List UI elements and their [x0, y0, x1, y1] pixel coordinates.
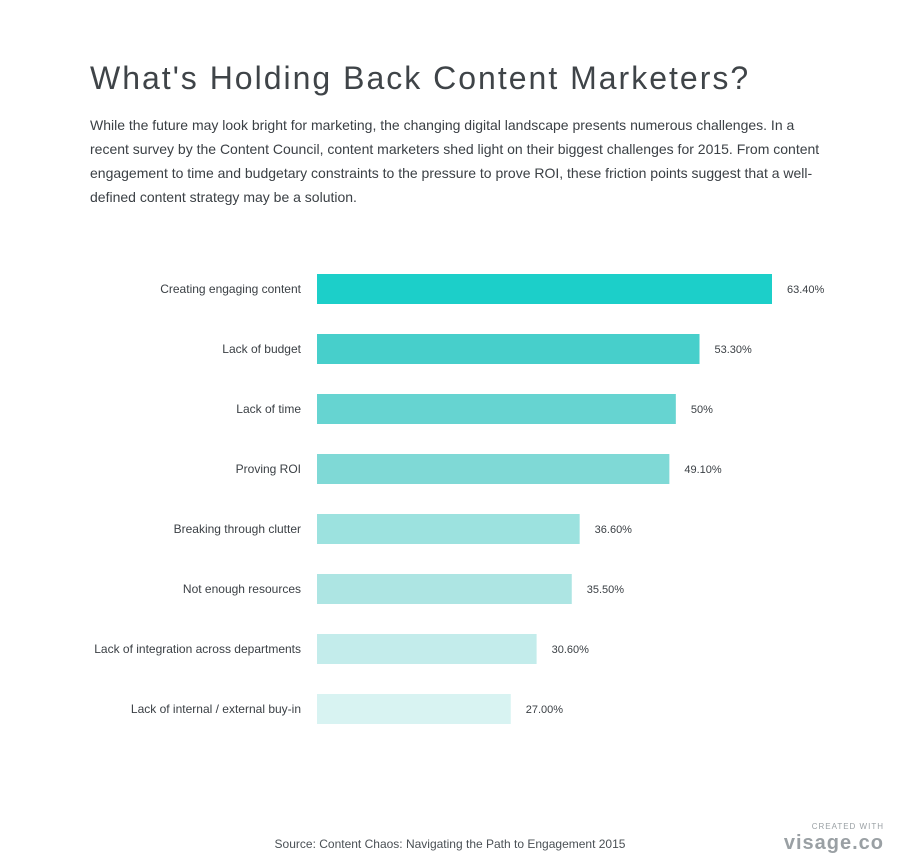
value-label: 53.30% [715, 344, 753, 356]
category-label: Lack of budget [222, 342, 301, 356]
bar [317, 574, 572, 604]
bar [317, 454, 670, 484]
bar [317, 334, 700, 364]
category-label: Lack of time [236, 402, 301, 416]
category-label: Lack of internal / external buy-in [131, 702, 301, 716]
value-label: 49.10% [684, 464, 722, 476]
chart-subtitle: While the future may look bright for mar… [90, 117, 820, 205]
bar [317, 394, 676, 424]
category-label: Breaking through clutter [174, 522, 301, 536]
bar [317, 514, 580, 544]
value-label: 35.50% [587, 584, 625, 596]
brand-name: visage.co [783, 832, 884, 854]
bar [317, 694, 511, 724]
value-label: 30.60% [552, 644, 590, 656]
brand-created-with: CREATED WITH [811, 822, 884, 831]
value-label: 50% [691, 404, 713, 416]
chart-title: What's Holding Back Content Marketers? [90, 60, 751, 96]
category-label: Not enough resources [183, 582, 301, 596]
value-label: 63.40% [787, 284, 825, 296]
value-label: 27.00% [526, 704, 564, 716]
bar [317, 634, 537, 664]
brand-logo: CREATED WITH visage.co [784, 822, 884, 854]
bar-chart: Creating engaging content 63.40% Lack of b… [94, 274, 825, 724]
category-label: Lack of integration across departments [94, 642, 301, 656]
category-label: Creating engaging content [160, 282, 301, 296]
category-label: Proving ROI [236, 462, 301, 476]
value-label: 36.60% [595, 524, 633, 536]
source-note: Source: Content Chaos: Navigating the Pa… [274, 837, 626, 851]
bar [317, 274, 772, 304]
